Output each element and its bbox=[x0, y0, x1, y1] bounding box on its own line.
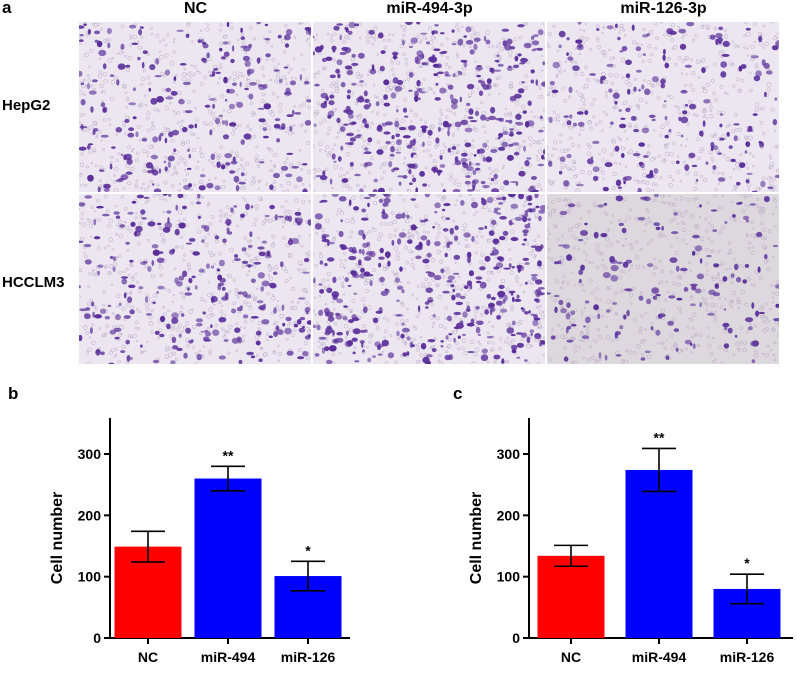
micrograph-hcclm3-mir-126 bbox=[547, 194, 779, 364]
x-tick-label: miR-494 bbox=[632, 649, 687, 665]
significance-marker: ** bbox=[654, 429, 665, 445]
bar bbox=[625, 469, 693, 638]
x-tick-label: miR-494 bbox=[201, 649, 256, 665]
micrograph-texture bbox=[79, 194, 311, 364]
x-tick-label: NC bbox=[138, 649, 158, 665]
y-tick-label: 0 bbox=[93, 630, 101, 646]
y-tick-label: 100 bbox=[78, 569, 102, 585]
significance-marker: * bbox=[305, 542, 311, 558]
micrograph-texture bbox=[313, 22, 545, 192]
significance-marker: ** bbox=[223, 447, 234, 463]
y-axis-title: Cell number bbox=[49, 492, 66, 584]
bar bbox=[537, 555, 605, 638]
significance-marker: * bbox=[744, 555, 750, 571]
bar bbox=[194, 478, 262, 638]
micrograph-hepg2-nc bbox=[79, 22, 311, 192]
column-header-mir-494: miR-494-3p bbox=[386, 0, 473, 17]
micrograph-texture bbox=[547, 194, 779, 364]
panel-a-label: a bbox=[2, 0, 12, 17]
y-tick-label: 0 bbox=[512, 630, 520, 646]
y-tick-label: 300 bbox=[78, 446, 102, 462]
bar-chart-b: 0 100 200 300 Cell number NC ** miR-494 * miR-126 bbox=[40, 410, 360, 679]
x-tick-label: NC bbox=[561, 649, 581, 665]
column-header-mir-126: miR-126-3p bbox=[620, 0, 707, 17]
micrograph-hepg2-mir-494 bbox=[313, 22, 545, 192]
micrograph-texture bbox=[547, 22, 779, 192]
x-tick-label: miR-126 bbox=[720, 649, 775, 665]
micrograph-hcclm3-nc bbox=[79, 194, 311, 364]
micrograph-hepg2-mir-126 bbox=[547, 22, 779, 192]
y-tick-label: 200 bbox=[78, 507, 102, 523]
bar-chart-c-svg: 0 100 200 300 Cell number NC ** miR-494 * miR-126 bbox=[468, 418, 793, 665]
y-tick-label: 100 bbox=[497, 569, 521, 585]
panel-c-label: c bbox=[453, 384, 463, 403]
panel-b-label: b bbox=[8, 384, 19, 403]
bar-chart-b-svg: 0 100 200 300 Cell number NC ** miR-494 * miR-126 bbox=[49, 418, 350, 665]
micrograph-texture bbox=[313, 194, 545, 364]
y-tick-label: 200 bbox=[497, 507, 521, 523]
y-tick-label: 300 bbox=[497, 446, 521, 462]
x-tick-label: miR-126 bbox=[281, 649, 336, 665]
row-header-hepg2: HepG2 bbox=[2, 97, 51, 114]
micrograph-texture bbox=[79, 22, 311, 192]
micrograph-hcclm3-mir-494 bbox=[313, 194, 545, 364]
bar-chart-c: 0 100 200 300 Cell number NC ** miR-494 * miR-126 bbox=[445, 410, 797, 679]
micrograph-grid bbox=[79, 22, 780, 365]
y-axis-title: Cell number bbox=[468, 492, 485, 584]
row-header-hcclm3: HCCLM3 bbox=[2, 274, 65, 291]
column-header-nc: NC bbox=[183, 0, 208, 17]
